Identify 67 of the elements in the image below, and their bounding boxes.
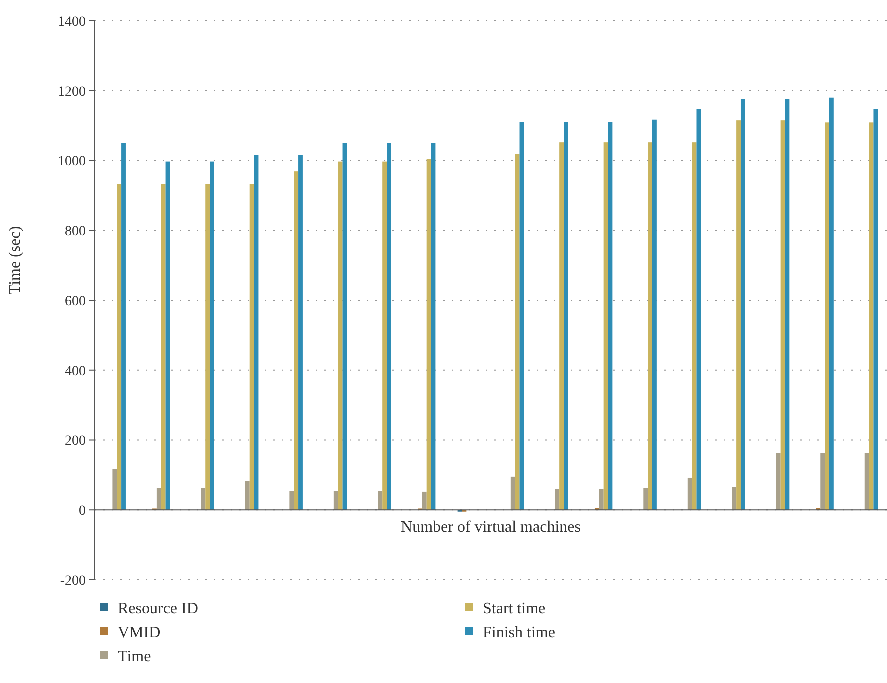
bar — [122, 143, 126, 510]
bar — [201, 488, 206, 510]
bar — [515, 154, 520, 510]
y-tick-label: 0 — [79, 504, 86, 520]
bar — [864, 453, 870, 510]
bar — [210, 162, 214, 510]
y-tick-label: 1000 — [58, 154, 86, 170]
bar — [560, 142, 564, 510]
bar — [736, 120, 741, 510]
y-tick-label: 600 — [65, 294, 86, 310]
bar — [112, 469, 118, 510]
bar — [254, 155, 259, 510]
bar — [387, 143, 392, 510]
bar — [294, 172, 299, 510]
bar — [206, 184, 210, 510]
legend-label: Start time — [483, 600, 546, 618]
y-tick-label: 200 — [65, 434, 86, 450]
x-axis-title: Number of virtual machines — [401, 519, 581, 536]
bar — [166, 162, 170, 510]
y-tick-label: 400 — [65, 364, 86, 380]
bar — [688, 478, 692, 510]
legend-label: Resource ID — [118, 600, 198, 618]
y-tick-label: 1200 — [58, 84, 86, 100]
y-tick-label: 1400 — [58, 14, 86, 30]
legend-label: Finish time — [483, 624, 556, 642]
bar — [555, 489, 560, 510]
bar — [825, 122, 830, 510]
bar — [874, 109, 878, 510]
bar — [250, 184, 254, 510]
bar — [692, 142, 697, 510]
bar — [338, 162, 343, 510]
y-axis-title: Time (sec) — [7, 226, 24, 295]
bar — [564, 122, 568, 510]
bar — [869, 122, 874, 510]
bar — [431, 143, 436, 510]
bar — [117, 184, 122, 510]
legend-label: Time — [118, 648, 152, 666]
bar — [599, 489, 604, 510]
bar — [298, 155, 303, 510]
bar — [290, 491, 294, 510]
bar — [740, 99, 746, 510]
bar — [829, 98, 834, 510]
bar — [245, 481, 250, 510]
bar — [604, 142, 608, 510]
bar — [696, 109, 702, 510]
bar — [422, 492, 427, 510]
y-tick-label: 800 — [65, 224, 86, 240]
bar — [156, 488, 162, 510]
bar — [652, 120, 657, 510]
bar — [382, 162, 388, 510]
y-tick-label: -200 — [60, 574, 86, 589]
bar — [161, 184, 166, 510]
bar — [732, 487, 737, 510]
bar — [820, 453, 826, 510]
bar — [785, 99, 790, 510]
legend-label: VMID — [118, 624, 161, 642]
bar — [426, 159, 432, 510]
bar — [644, 488, 648, 510]
bar — [342, 143, 348, 510]
bar — [780, 120, 786, 510]
bar — [510, 476, 516, 510]
bar — [520, 122, 524, 510]
bar — [334, 491, 338, 510]
bar — [608, 122, 613, 510]
bar — [378, 491, 383, 510]
bar — [648, 142, 652, 510]
bar — [776, 453, 781, 510]
